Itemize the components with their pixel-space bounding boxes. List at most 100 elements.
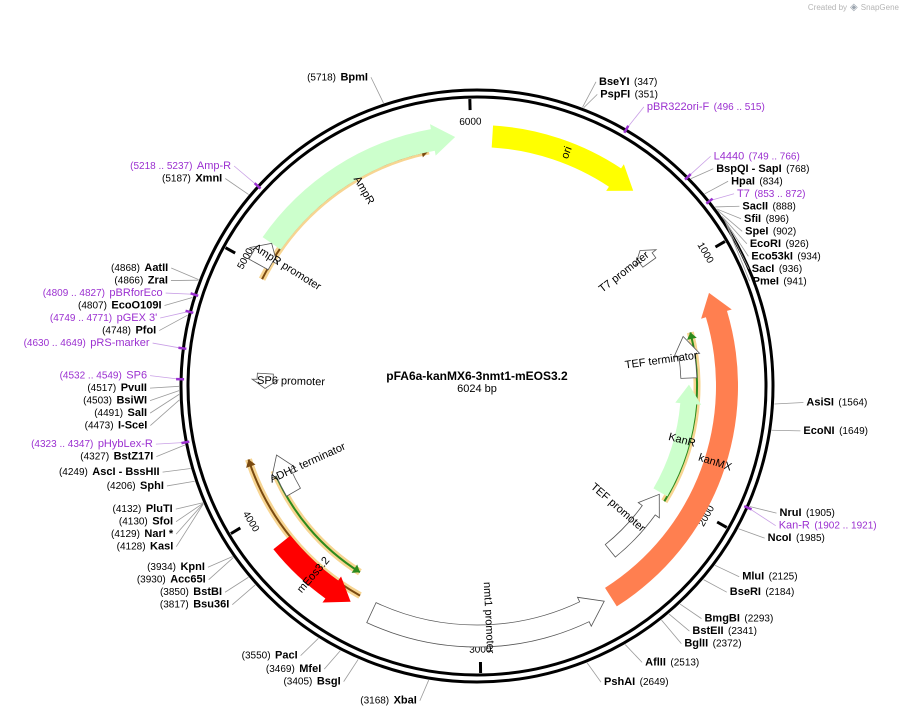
site-sphi[interactable]: (4206) SphI: [107, 476, 164, 493]
primer-name-t7: T7: [737, 188, 750, 200]
site-pos-ecori: (926): [785, 239, 808, 250]
site-aatii[interactable]: (4868) AatII: [111, 258, 168, 275]
site-pshai[interactable]: PshAI (2649): [604, 672, 669, 689]
site-hpai[interactable]: HpaI (834): [731, 171, 783, 188]
site-pluti[interactable]: (4132) PluTI: [112, 499, 172, 516]
site-ecoo109i[interactable]: (4807) EcoO109I: [78, 296, 162, 313]
site-bspqi[interactable]: BspQI - SapI (768): [716, 159, 809, 176]
site-sali[interactable]: (4491) SalI: [94, 403, 147, 420]
site-pos-sphi: (4206): [107, 481, 136, 492]
orf-meos-head: [351, 564, 360, 573]
site-name-pfoi: PfoI: [135, 325, 156, 337]
site-leader-hpai: [704, 180, 729, 195]
site-saci[interactable]: SacI (936): [752, 259, 802, 276]
primer-pbrforeco[interactable]: (4809 .. 4827) pBRforEco: [43, 283, 163, 300]
site-pos-asci: (4249): [59, 467, 88, 478]
site-bsgi[interactable]: (3405) BsgI: [283, 672, 340, 689]
primer-range-pgex-3: (4749 .. 4771): [50, 313, 112, 324]
primer-kan-r[interactable]: Kan-R (1902 .. 1921): [779, 516, 877, 533]
site-pos-bstz17i: (4327): [80, 452, 109, 463]
primer-pbr322ori-f[interactable]: pBR322ori-F (496 .. 515): [647, 97, 765, 114]
site-bseri[interactable]: BseRI (2184): [730, 582, 795, 599]
primer-l4440[interactable]: L4440 (749 .. 766): [714, 146, 800, 163]
primer-amp-r[interactable]: (5218 .. 5237) Amp-R: [130, 156, 231, 173]
feature-ori[interactable]: [491, 125, 634, 191]
site-nrui[interactable]: NruI (1905): [780, 503, 835, 520]
site-bseyi[interactable]: BseYI (347): [599, 72, 657, 89]
primer-pgex-3[interactable]: (4749 .. 4771) pGEX 3': [50, 308, 157, 325]
site-name-eco53ki: Eco53kI: [751, 250, 793, 262]
feature-ampr-promoter[interactable]: [248, 242, 278, 271]
site-bmgbi[interactable]: BmgBI (2293): [704, 609, 773, 626]
site-pfoi[interactable]: (4748) PfoI: [102, 321, 156, 338]
site-sfoi[interactable]: (4130) SfoI: [119, 512, 173, 529]
site-pspfi[interactable]: PspFI (351): [600, 84, 658, 101]
site-pvuii[interactable]: (4517) PvuII: [87, 378, 147, 395]
feature-tef-terminator[interactable]: [673, 335, 701, 379]
site-paci[interactable]: (3550) PacI: [242, 646, 298, 663]
site-aflii[interactable]: AflII (2513): [645, 652, 699, 669]
feature-adh1-terminator[interactable]: [271, 454, 301, 497]
site-name-nrui: NruI: [780, 507, 802, 519]
site-i-scei[interactable]: (4473) I-SceI: [85, 416, 148, 433]
feature-sp6-promoter[interactable]: [250, 372, 280, 389]
site-ncoi[interactable]: NcoI (1985): [768, 528, 825, 545]
site-bglii[interactable]: BglII (2372): [684, 634, 741, 651]
site-acc65i[interactable]: (3930) Acc65I: [137, 570, 206, 587]
site-leader-pmei: [724, 220, 751, 282]
feature-tef-promoter[interactable]: [604, 493, 660, 558]
site-leader-ecori: [721, 216, 748, 245]
site-nari[interactable]: (4129) NarI *: [111, 524, 174, 541]
primer-range-phyblex-r: (4323 .. 4347): [31, 439, 93, 450]
site-xbai[interactable]: (3168) XbaI: [360, 691, 417, 708]
site-leader-pspfi: [583, 94, 598, 109]
site-asisi[interactable]: AsiSI (1564): [806, 392, 867, 409]
feature-meos32[interactable]: [273, 535, 351, 603]
site-bpmi[interactable]: (5718) BpmI: [307, 67, 368, 84]
site-asci[interactable]: (4249) AscI - BssHII: [59, 462, 160, 479]
site-name-ncoi: NcoI: [768, 532, 792, 544]
site-eco53ki[interactable]: Eco53kI (934): [751, 246, 820, 263]
feature-ampr[interactable]: [262, 124, 456, 250]
feature-kanmx[interactable]: [605, 292, 739, 607]
site-zrai[interactable]: (4866) ZraI: [114, 271, 168, 288]
feature-nmt1-promoter[interactable]: [366, 596, 605, 648]
site-name-pmei: PmeI: [753, 275, 779, 287]
site-sfii[interactable]: SfiI (896): [744, 209, 789, 226]
primer-mark-pbrforeco: [190, 292, 199, 297]
site-name-xbai: XbaI: [394, 695, 417, 707]
site-kasi[interactable]: (4128) KasI: [117, 537, 174, 554]
site-kpni[interactable]: (3934) KpnI: [147, 557, 205, 574]
primer-sp6[interactable]: (4532 .. 4549) SP6: [60, 366, 148, 383]
site-leader-xbai: [419, 679, 430, 701]
site-mfei[interactable]: (3469) MfeI: [266, 659, 321, 676]
site-ecori[interactable]: EcoRI (926): [750, 234, 809, 251]
site-leader-xmni: [225, 178, 249, 195]
site-bstz17i[interactable]: (4327) BstZ17I: [80, 447, 153, 464]
site-name-asisi: AsiSI: [806, 396, 834, 408]
site-leader-bsu36i: [232, 584, 256, 606]
feature-kanr[interactable]: [653, 384, 702, 497]
primer-phyblex-r[interactable]: (4323 .. 4347) pHybLex-R: [31, 434, 153, 451]
site-sacii[interactable]: SacII (888): [742, 196, 796, 213]
site-bsteii[interactable]: BstEII (2341): [692, 621, 757, 638]
primer-name-pbrforeco: pBRforEco: [109, 287, 162, 299]
site-pos-kpni: (3934): [147, 562, 176, 573]
site-bsiwi[interactable]: (4503) BsiWI: [83, 391, 147, 408]
site-pmei[interactable]: PmeI (941): [753, 271, 807, 288]
site-mlui[interactable]: MluI (2125): [742, 567, 797, 584]
site-xmni[interactable]: (5187) XmnI: [162, 168, 222, 185]
site-bsu36i[interactable]: (3817) Bsu36I: [160, 595, 229, 612]
site-pos-xmni: (5187): [162, 173, 191, 184]
site-name-ecoo109i: EcoO109I: [111, 300, 161, 312]
credit-text: Created by: [807, 3, 848, 12]
feature-t7-promoter[interactable]: [634, 249, 658, 268]
primer-prs-marker[interactable]: (4630 .. 4649) pRS-marker: [24, 333, 150, 350]
primer-t7[interactable]: T7 (853 .. 872): [737, 184, 805, 201]
site-spei[interactable]: SpeI (902): [745, 221, 796, 238]
site-bstbi[interactable]: (3850) BstBI: [160, 582, 222, 599]
backbone-inner-circle: [186, 95, 768, 677]
site-econi[interactable]: EcoNI (1649): [803, 421, 868, 438]
site-name-xmni: XmnI: [195, 172, 222, 184]
site-leader-acc65i: [208, 557, 234, 581]
